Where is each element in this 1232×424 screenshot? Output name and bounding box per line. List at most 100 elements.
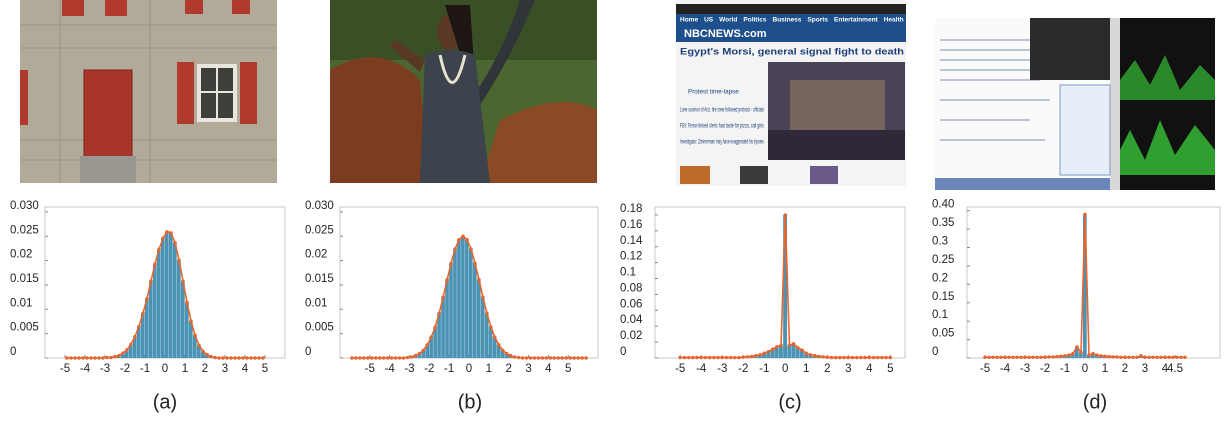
bin-marker: [872, 356, 875, 359]
bin-marker: [533, 356, 536, 359]
bin-marker: [779, 344, 782, 347]
x-tick-label: 2: [505, 363, 511, 375]
x-tick-label: 1: [486, 363, 492, 375]
x-tick-label: -2: [120, 363, 130, 375]
bin-marker: [501, 349, 504, 352]
bin-marker: [557, 356, 560, 359]
bin-marker: [442, 295, 445, 298]
bin-marker: [746, 355, 749, 358]
bin-marker: [1115, 355, 1118, 358]
bin-marker: [1139, 354, 1142, 357]
bin-marker: [390, 356, 393, 359]
bar: [477, 280, 481, 358]
bin-marker: [229, 356, 232, 359]
bin-marker: [362, 356, 365, 359]
bin-marker: [505, 352, 508, 355]
bin-marker: [712, 356, 715, 359]
bin-marker: [354, 356, 357, 359]
bin-marker: [788, 344, 791, 347]
x-tick-label: 1: [803, 363, 809, 375]
nav-item: US: [704, 17, 714, 24]
bin-marker: [1055, 355, 1058, 358]
bin-marker: [813, 354, 816, 357]
caption: (d): [1083, 391, 1107, 413]
bin-marker: [889, 356, 892, 359]
bin-marker: [129, 343, 132, 346]
y-tick-label: 0.1: [932, 309, 948, 321]
bar: [787, 345, 791, 358]
bin-marker: [729, 356, 732, 359]
bin-marker: [1159, 356, 1162, 359]
bin-marker: [584, 356, 587, 359]
x-tick-label: 5: [262, 363, 268, 375]
bin-marker: [784, 213, 787, 216]
bin-marker: [838, 356, 841, 359]
bin-marker: [1163, 356, 1166, 359]
bin-marker: [113, 355, 116, 358]
x-tick-label: -3: [404, 363, 414, 375]
bin-marker: [245, 356, 248, 359]
bin-marker: [834, 356, 837, 359]
nav-item: Health: [884, 17, 904, 24]
bin-marker: [73, 356, 76, 359]
x-tick-label: 0: [466, 363, 472, 375]
bin-marker: [109, 356, 112, 359]
bar: [453, 249, 457, 358]
bin-marker: [987, 356, 990, 359]
x-tick-label: -5: [980, 363, 990, 375]
bin-marker: [1019, 356, 1022, 359]
y-tick-label: 0.005: [10, 322, 39, 334]
bin-marker: [189, 319, 192, 322]
bar: [173, 243, 177, 358]
news-link: FBI: Terror-linked cleric had taste for …: [680, 123, 764, 130]
bin-marker: [763, 352, 766, 355]
y-tick-label: 0.06: [620, 298, 642, 310]
x-tick-label: 1: [182, 363, 188, 375]
y-tick-label: 0: [932, 346, 938, 358]
y-tick-label: 0.40: [932, 199, 954, 211]
bin-marker: [679, 356, 682, 359]
bar: [181, 281, 185, 358]
y-tick-label: 0.030: [305, 200, 334, 212]
x-tick-label: 0: [782, 363, 788, 375]
bin-marker: [863, 356, 866, 359]
bin-marker: [101, 356, 104, 359]
bin-marker: [545, 356, 548, 359]
bar: [165, 232, 169, 358]
y-tick-label: 0.12: [620, 251, 642, 263]
x-tick-label: 2: [824, 363, 830, 375]
bin-marker: [569, 356, 572, 359]
bar: [481, 297, 485, 358]
bin-marker: [249, 356, 252, 359]
y-tick-label: 0.01: [305, 297, 327, 309]
bin-marker: [1111, 355, 1114, 358]
bin-marker: [141, 311, 144, 314]
bin-marker: [880, 356, 883, 359]
bin-marker: [513, 355, 516, 358]
bin-marker: [181, 279, 184, 282]
x-tick-label: 0: [162, 363, 168, 375]
bin-marker: [173, 241, 176, 244]
bar: [461, 236, 465, 358]
bin-marker: [691, 356, 694, 359]
bar: [161, 238, 165, 358]
bar: [465, 240, 469, 358]
bin-marker: [125, 348, 128, 351]
bar: [457, 240, 461, 358]
bin-marker: [1059, 354, 1062, 357]
bin-marker: [205, 353, 208, 356]
bin-marker: [541, 356, 544, 359]
y-tick-label: 0: [305, 346, 311, 358]
bin-marker: [489, 325, 492, 328]
bin-marker: [121, 351, 124, 354]
bin-marker: [1123, 356, 1126, 359]
bin-marker: [576, 356, 579, 359]
bin-marker: [1031, 356, 1034, 359]
bin-marker: [1003, 356, 1006, 359]
bin-marker: [549, 356, 552, 359]
bin-marker: [77, 356, 80, 359]
bin-marker: [1007, 356, 1010, 359]
news-link: Protest time-lapse: [688, 89, 739, 96]
bin-marker: [193, 333, 196, 336]
bin-marker: [473, 261, 476, 264]
